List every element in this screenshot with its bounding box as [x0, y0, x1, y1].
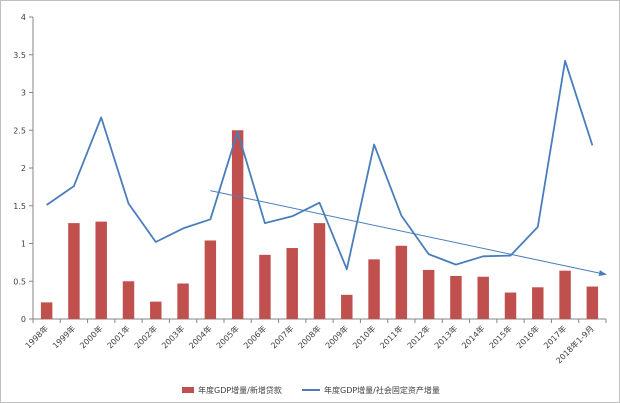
- y-tick-label: 1.5: [13, 202, 26, 211]
- bar: [122, 281, 135, 319]
- x-tick-label: 2016年: [514, 323, 541, 350]
- x-tick-label: 2008年: [296, 323, 323, 350]
- legend: 年度GDP增量/新增贷款 年度GDP增量/社会固定资产增量: [1, 383, 619, 397]
- x-tick-label: 2017年: [541, 323, 568, 350]
- y-tick-label: 2.5: [13, 126, 26, 135]
- bar: [313, 223, 326, 319]
- bar: [422, 269, 435, 319]
- bar: [231, 130, 244, 319]
- y-tick-label: 1: [21, 240, 26, 249]
- trend-arrow: [210, 190, 607, 276]
- x-tick-label: 2010年: [350, 323, 377, 350]
- legend-swatch-bar: [182, 387, 194, 393]
- bar: [586, 286, 599, 319]
- y-tick-label: 3.5: [13, 51, 26, 60]
- y-tick-label: 0: [21, 315, 26, 324]
- x-tick-label: 2011年: [378, 323, 405, 350]
- x-tick-label: 2001年: [105, 323, 132, 350]
- x-tick-label: 2009年: [323, 323, 350, 350]
- bar: [95, 221, 107, 319]
- x-tick-label: 2003年: [159, 323, 186, 350]
- x-tick-label: 1999年: [50, 323, 77, 350]
- x-tick-label: 2013年: [432, 323, 459, 350]
- bar: [395, 245, 408, 319]
- y-tick-label: 3: [21, 89, 26, 98]
- bar: [40, 302, 53, 319]
- x-tick-label: 2004年: [187, 323, 214, 350]
- bar: [177, 283, 189, 319]
- x-tick-label: 2014年: [460, 323, 487, 350]
- bar: [559, 270, 571, 319]
- y-tick-label: 2: [21, 164, 26, 173]
- x-tick-label: 2007年: [269, 323, 296, 350]
- x-tick-label: 2000年: [78, 323, 105, 350]
- x-tick-label: 2005年: [214, 323, 241, 350]
- bar: [504, 292, 517, 319]
- bar: [286, 248, 298, 319]
- bar: [368, 259, 380, 319]
- x-tick-label: 2015年: [487, 323, 514, 350]
- bar: [150, 301, 162, 319]
- y-tick-label: 4: [21, 13, 26, 22]
- x-tick-label: 2012年: [405, 323, 432, 350]
- x-tick-label: 2002年: [132, 323, 159, 350]
- legend-label-line: 年度GDP增量/社会固定资产增量: [324, 385, 440, 395]
- y-tick-label: 0.5: [13, 277, 26, 286]
- bar: [68, 223, 80, 319]
- x-tick-label: 2006年: [241, 323, 268, 350]
- bar: [450, 275, 462, 319]
- x-tick-label: 1998年: [23, 323, 50, 350]
- line-series: [46, 59, 594, 271]
- legend-item-bar: 年度GDP增量/新增贷款: [182, 383, 282, 397]
- bar: [341, 294, 353, 319]
- legend-item-line: 年度GDP增量/社会固定资产增量: [302, 383, 440, 397]
- legend-swatch-line: [302, 389, 320, 391]
- bar: [532, 287, 544, 319]
- bar: [259, 254, 271, 319]
- legend-label-bar: 年度GDP增量/新增贷款: [198, 385, 282, 395]
- bar: [204, 240, 217, 319]
- bar: [477, 276, 489, 319]
